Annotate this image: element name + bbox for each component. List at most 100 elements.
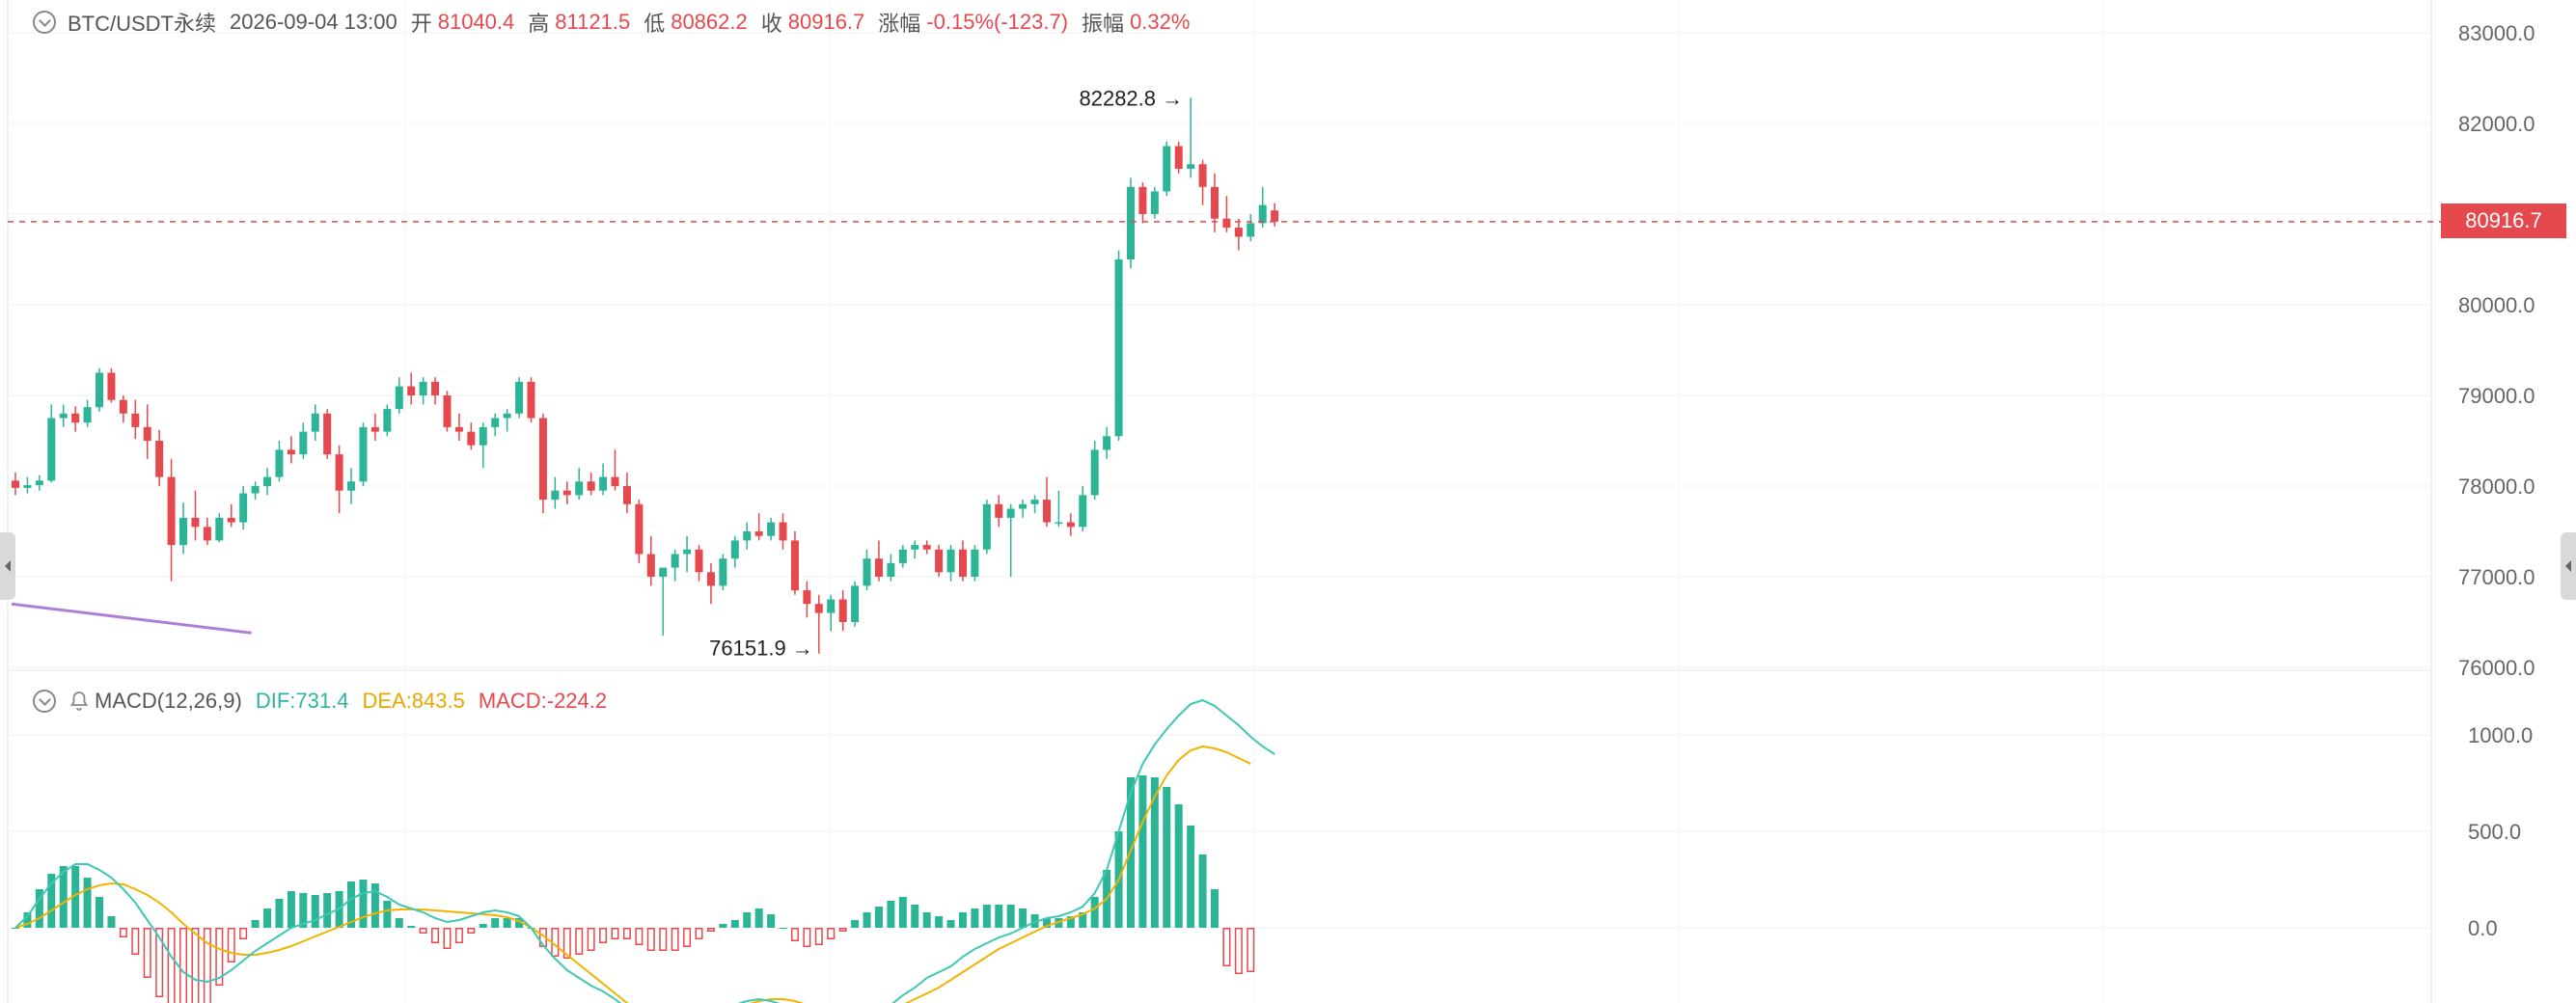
current-price-tag: 80916.7 — [2441, 203, 2566, 238]
candle — [203, 517, 211, 546]
candle-body — [215, 517, 224, 541]
candle-body — [1006, 508, 1015, 518]
candle — [1234, 218, 1243, 251]
macd-bar — [107, 916, 116, 928]
candle-body — [155, 441, 164, 477]
macd-bar — [239, 928, 248, 939]
candle-body — [982, 503, 991, 550]
close-value: 80916.7 — [787, 10, 865, 34]
candle-body — [1090, 449, 1099, 496]
macd-bar — [779, 928, 787, 929]
macd-collapse-icon[interactable] — [33, 690, 56, 713]
candle — [719, 554, 727, 591]
macd-bar — [911, 905, 919, 928]
candle-body — [227, 517, 235, 523]
candle — [515, 377, 524, 419]
candle-body — [743, 531, 752, 541]
candle — [706, 562, 715, 605]
macd-bar — [790, 928, 799, 941]
candle — [479, 422, 487, 469]
time-label: 2026-09-04 13:00 — [230, 10, 397, 34]
macd-bar — [935, 916, 944, 928]
candle-body — [706, 572, 715, 586]
candle-body — [203, 527, 211, 541]
dif-value: DIF:731.4 — [255, 689, 349, 713]
candle — [527, 377, 535, 423]
macd-bar — [659, 928, 668, 951]
candle — [851, 581, 860, 627]
candle — [1247, 214, 1255, 242]
candle-body — [1150, 191, 1159, 214]
low-value: 80862.2 — [671, 10, 748, 34]
candle — [119, 395, 127, 423]
macd-bar — [874, 907, 883, 928]
candle — [96, 367, 104, 412]
macd-bar — [1066, 916, 1075, 928]
candle-body — [814, 604, 823, 613]
candle — [622, 472, 631, 514]
candle — [370, 413, 379, 441]
candle-body — [191, 517, 200, 528]
macd-bar — [622, 928, 631, 939]
macd-bar — [395, 918, 403, 928]
change-label: 涨幅 — [878, 12, 921, 36]
candle-body — [179, 517, 188, 546]
candle-body — [719, 558, 727, 586]
candle-body — [23, 485, 32, 488]
scroll-left-button[interactable] — [0, 532, 15, 600]
bell-icon[interactable] — [68, 690, 91, 713]
candle-body — [167, 476, 176, 546]
candle — [538, 413, 547, 514]
macd-bar — [671, 928, 679, 951]
macd-bar — [215, 928, 224, 986]
candle — [827, 594, 836, 632]
macd-bar — [838, 928, 847, 932]
price-tick-label: 80000.0 — [2458, 293, 2535, 317]
candle-body — [107, 372, 116, 400]
collapse-toggle-icon[interactable] — [33, 11, 56, 34]
candle — [1198, 159, 1207, 205]
candle-body — [359, 426, 368, 482]
high-value: 81121.5 — [555, 10, 631, 34]
macd-tick-label: 0.0 — [2468, 916, 2498, 940]
candle-body — [790, 540, 799, 591]
macd-bar — [1019, 908, 1028, 928]
candle — [419, 377, 427, 405]
price-tick-label: 79000.0 — [2458, 384, 2535, 408]
candle-body — [287, 449, 295, 455]
macd-bar — [491, 918, 500, 928]
candle-body — [491, 418, 500, 427]
macd-bar — [995, 905, 1003, 928]
candle — [863, 549, 871, 591]
candle — [599, 463, 608, 496]
candle — [635, 500, 644, 563]
candle-body — [767, 522, 776, 536]
dif-line — [14, 698, 1275, 1003]
scroll-right-button[interactable] — [2561, 532, 2576, 600]
candle-body — [1030, 500, 1039, 504]
candle — [227, 503, 235, 528]
candle-body — [599, 476, 608, 491]
candle — [1150, 186, 1159, 219]
candle — [1042, 476, 1051, 528]
candle — [454, 413, 463, 441]
candle-body — [275, 449, 284, 477]
candle-body — [1211, 186, 1219, 219]
macd-bar — [35, 889, 43, 928]
candle — [1222, 196, 1231, 232]
macd-bar — [1187, 826, 1195, 928]
candle-body — [995, 503, 1003, 518]
macd-bar — [1079, 912, 1087, 928]
candle-body — [922, 545, 931, 550]
candle-body — [1126, 186, 1135, 259]
close-label: 收 — [760, 12, 782, 36]
candle-body — [1222, 218, 1231, 229]
candle-body — [479, 426, 487, 446]
candle — [887, 554, 895, 582]
candle — [551, 476, 560, 509]
candle — [695, 545, 703, 582]
macd-bar — [1198, 854, 1207, 928]
candle-body — [851, 585, 860, 622]
candle-body — [575, 481, 584, 496]
